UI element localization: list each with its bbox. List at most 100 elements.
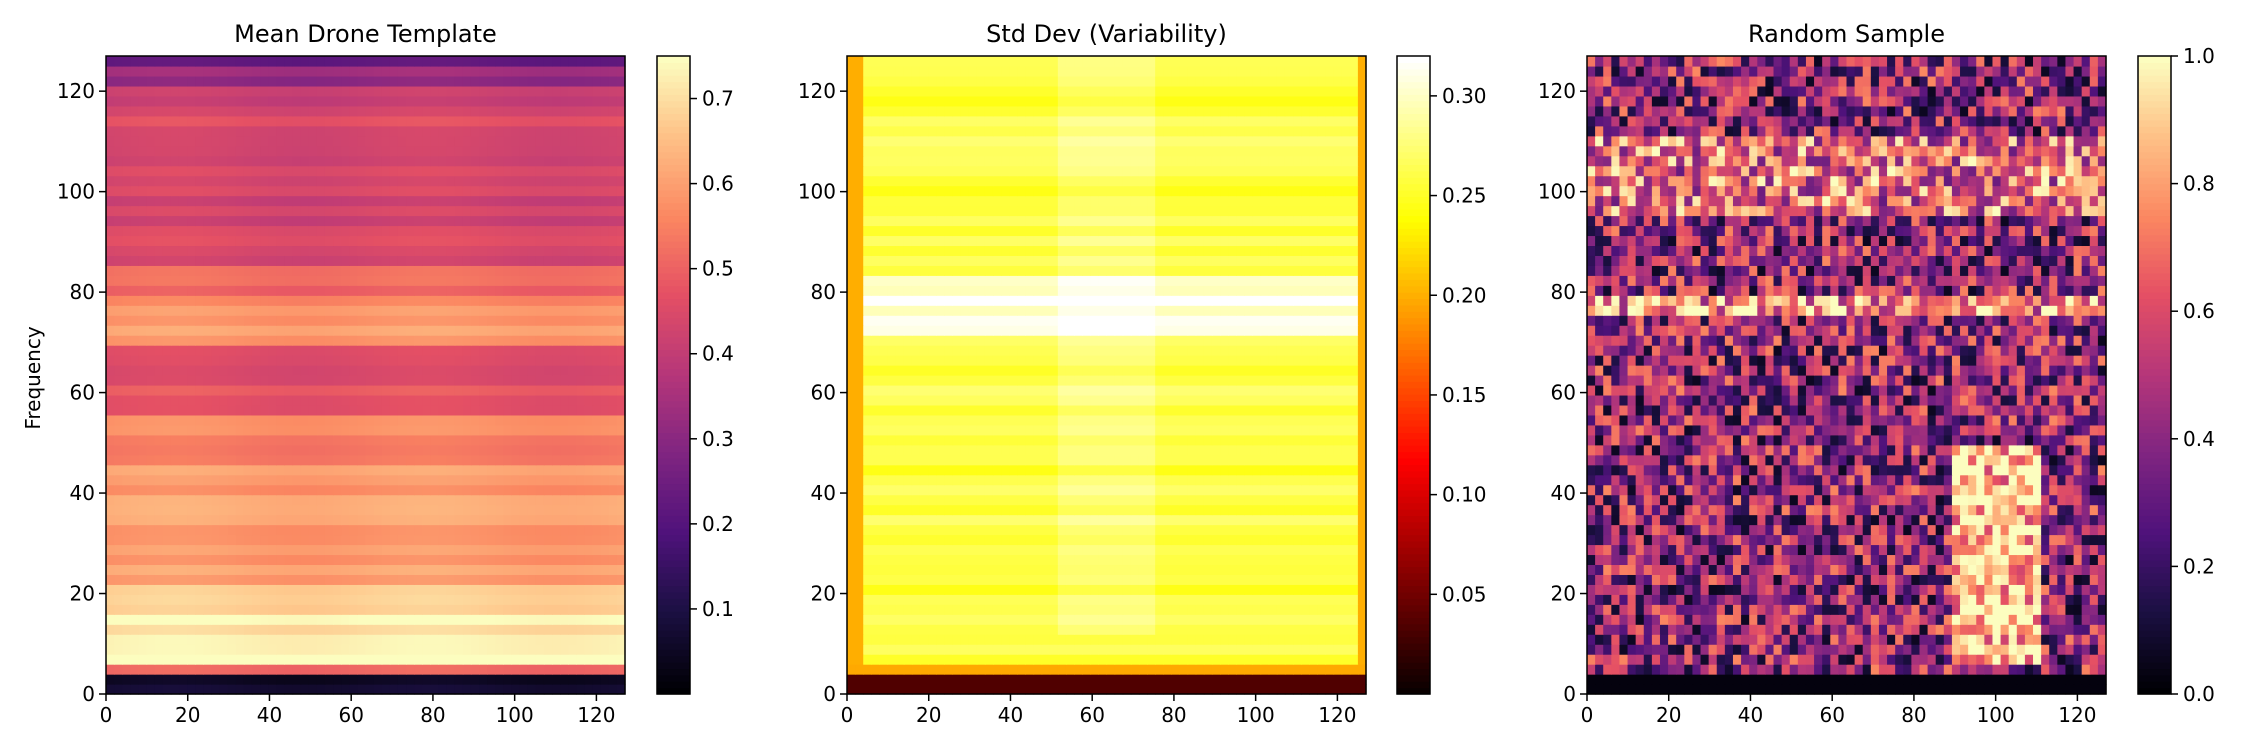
heatmap-cell: [300, 355, 310, 366]
heatmap-cell: [616, 544, 626, 556]
heatmap-cell: [130, 614, 140, 625]
heatmap-cell: [1130, 634, 1140, 645]
heatmap-cell: [284, 355, 294, 366]
heatmap-cell: [446, 155, 456, 167]
heatmap-cell: [292, 245, 302, 256]
heatmap-cell: [333, 275, 342, 286]
heatmap-cell: [552, 275, 561, 286]
heatmap-cell: [1090, 604, 1099, 615]
heatmap-cell: [341, 145, 350, 157]
heatmap-cell: [268, 115, 277, 127]
heatmap-cell: [1017, 634, 1027, 645]
heatmap-cell: [895, 604, 905, 615]
heatmap-cell: [552, 85, 561, 97]
heatmap-cell: [203, 554, 213, 566]
heatmap-cell: [349, 414, 358, 426]
heatmap-cell: [333, 315, 342, 326]
heatmap-cell: [349, 664, 358, 675]
heatmap-cell: [592, 604, 602, 615]
heatmap-cell: [243, 444, 253, 456]
heatmap-cell: [130, 524, 140, 536]
heatmap-cell: [414, 584, 423, 595]
heatmap-cell: [243, 484, 253, 496]
heatmap-cell: [162, 664, 172, 675]
heatmap-cell: [592, 484, 602, 496]
heatmap-cell: [543, 634, 553, 645]
heatmap-cell: [397, 514, 407, 526]
heatmap-cell: [178, 225, 188, 237]
heatmap-cell: [430, 115, 440, 127]
heatmap-cell: [568, 444, 577, 456]
heatmap-cell: [1341, 684, 1351, 695]
heatmap-cell: [608, 375, 618, 386]
heatmap-cell: [292, 365, 302, 376]
heatmap-cell: [373, 56, 383, 67]
heatmap-cell: [162, 444, 172, 456]
heatmap-cell: [146, 444, 156, 456]
heatmap-cell: [122, 125, 131, 137]
heatmap-cell: [195, 65, 204, 77]
heatmap-cell: [130, 404, 140, 416]
heatmap-cell: [219, 384, 229, 396]
heatmap-cell: [470, 584, 480, 595]
heatmap-cell: [187, 534, 196, 546]
heatmap-cell: [187, 494, 196, 506]
heatmap-cell: [357, 514, 367, 526]
heatmap-cell: [960, 644, 970, 655]
heatmap-cell: [887, 644, 897, 655]
heatmap-cell: [560, 215, 569, 227]
colorbar-segment: [657, 579, 690, 587]
heatmap-cell: [462, 275, 472, 286]
heatmap-cell: [576, 384, 586, 396]
heatmap-cell: [470, 454, 480, 466]
heatmap-cell: [511, 564, 521, 575]
heatmap-cell: [1009, 584, 1018, 595]
heatmap-cell: [616, 75, 626, 87]
heatmap-cell: [333, 384, 342, 396]
heatmap-cell: [276, 165, 286, 177]
heatmap-cell: [616, 355, 626, 366]
heatmap-cell: [1106, 654, 1116, 665]
heatmap-cell: [251, 65, 261, 77]
heatmap-cell: [397, 65, 407, 77]
heatmap-cell: [381, 345, 391, 356]
heatmap-cell: [430, 145, 440, 157]
heatmap-cell: [389, 56, 399, 67]
heatmap-cell: [341, 195, 350, 207]
heatmap-cell: [187, 285, 196, 296]
heatmap-cell: [357, 265, 367, 276]
heatmap-cell: [479, 325, 488, 336]
heatmap-cell: [503, 604, 513, 615]
heatmap-cell: [470, 185, 480, 197]
heatmap-cell: [519, 674, 529, 685]
heatmap-cell: [268, 384, 277, 396]
heatmap-cell: [576, 474, 586, 486]
heatmap-cell: [535, 544, 545, 556]
heatmap-cell: [114, 554, 123, 566]
heatmap-cell: [187, 614, 196, 625]
heatmap-cell: [560, 664, 569, 675]
heatmap-cell: [422, 255, 431, 266]
heatmap-cell: [928, 644, 937, 655]
heatmap-cell: [608, 195, 618, 207]
heatmap-cell: [527, 245, 537, 256]
heatmap-cell: [454, 145, 464, 157]
heatmap-cell: [470, 684, 480, 695]
heatmap-cell: [333, 424, 342, 436]
heatmap-cell: [154, 484, 164, 496]
heatmap-cell: [203, 245, 213, 256]
heatmap-cell: [1195, 584, 1205, 595]
heatmap-cell: [389, 474, 399, 486]
heatmap-cell: [511, 215, 521, 227]
heatmap-cell: [170, 514, 180, 526]
colorbar-segment: [657, 496, 690, 504]
heatmap-cell: [268, 105, 277, 117]
heatmap-cell: [1220, 594, 1229, 605]
heatmap-cell: [227, 65, 237, 77]
heatmap-cell: [470, 145, 480, 157]
heatmap-cell: [243, 674, 253, 685]
heatmap-cell: [365, 355, 375, 366]
heatmap-cell: [479, 624, 488, 635]
heatmap-cell: [519, 325, 529, 336]
heatmap-cell: [373, 504, 383, 516]
